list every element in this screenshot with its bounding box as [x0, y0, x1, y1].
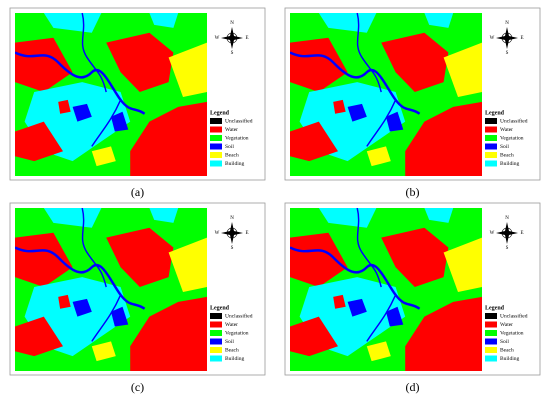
- legend-swatch: [210, 160, 222, 167]
- caption: (d): [406, 380, 420, 394]
- classified-map: [290, 208, 482, 371]
- legend-label: Unclassified: [225, 312, 253, 319]
- legend-swatch: [485, 330, 497, 336]
- compass-e: E: [245, 36, 248, 41]
- legend-title: Legend: [485, 110, 505, 116]
- legend-label: Vegetation: [225, 330, 249, 336]
- compass-n: N: [230, 21, 234, 26]
- legend-title: Legend: [210, 110, 230, 116]
- legend-swatch: [210, 321, 222, 328]
- legend-swatch: [485, 143, 497, 150]
- legend-swatch: [485, 118, 497, 124]
- classified-map: [15, 208, 207, 371]
- classified-map: [15, 13, 207, 176]
- legend-label: Water: [225, 322, 238, 328]
- legend-label: Building: [225, 161, 245, 167]
- legend-swatch: [485, 160, 497, 167]
- caption: (b): [406, 185, 420, 199]
- legend-swatch: [210, 152, 222, 158]
- compass-w: W: [215, 231, 220, 236]
- legend-label: Vegetation: [500, 330, 524, 336]
- caption: (a): [131, 185, 144, 199]
- legend-swatch: [485, 152, 497, 158]
- compass-e: E: [520, 36, 523, 41]
- legend-swatch: [485, 313, 497, 319]
- legend-swatch: [210, 126, 222, 133]
- compass-e: E: [245, 231, 248, 236]
- compass-n: N: [505, 216, 509, 221]
- compass-ring: [226, 32, 238, 44]
- classified-map: [290, 13, 482, 176]
- legend-title: Legend: [210, 305, 230, 311]
- legend-label: Water: [500, 127, 513, 133]
- legend-label: Water: [500, 322, 513, 328]
- legend-swatch: [210, 355, 222, 362]
- legend-swatch: [485, 135, 497, 141]
- legend-label: Unclassified: [500, 117, 528, 124]
- compass-ring: [226, 227, 238, 239]
- compass-s: S: [231, 246, 234, 251]
- legend-label: Unclassified: [225, 117, 253, 124]
- legend-label: Building: [500, 161, 520, 167]
- compass-s: S: [231, 51, 234, 56]
- caption: (c): [131, 380, 144, 394]
- compass-star: [221, 27, 243, 49]
- legend-label: Beach: [225, 152, 239, 158]
- legend-label: Soil: [500, 339, 509, 345]
- legend-label: Unclassified: [500, 312, 528, 319]
- legend-title: Legend: [485, 305, 505, 311]
- compass-w: W: [490, 36, 495, 41]
- legend-label: Soil: [225, 339, 234, 345]
- legend-label: Vegetation: [500, 135, 524, 141]
- legend-swatch: [485, 321, 497, 328]
- compass-star: [496, 222, 518, 244]
- compass-w: W: [490, 231, 495, 236]
- compass-ring: [501, 32, 513, 44]
- compass-e: E: [520, 231, 523, 236]
- legend-swatch: [210, 330, 222, 336]
- legend-label: Beach: [500, 152, 514, 158]
- legend-swatch: [210, 135, 222, 141]
- legend-swatch: [210, 313, 222, 319]
- compass-star: [221, 222, 243, 244]
- compass-ring: [501, 227, 513, 239]
- compass-star: [496, 27, 518, 49]
- legend-swatch: [210, 347, 222, 353]
- legend-label: Water: [225, 127, 238, 133]
- legend-label: Beach: [225, 347, 239, 353]
- legend-label: Vegetation: [225, 135, 249, 141]
- compass-s: S: [506, 51, 509, 56]
- legend-swatch: [210, 143, 222, 150]
- legend-swatch: [485, 355, 497, 362]
- legend-swatch: [210, 338, 222, 345]
- legend-swatch: [485, 126, 497, 133]
- legend-swatch: [210, 118, 222, 124]
- legend-label: Building: [500, 356, 520, 362]
- compass-n: N: [230, 216, 234, 221]
- legend-swatch: [485, 347, 497, 353]
- compass-w: W: [215, 36, 220, 41]
- compass-s: S: [506, 246, 509, 251]
- legend-swatch: [485, 338, 497, 345]
- legend-label: Soil: [500, 144, 509, 150]
- legend-label: Beach: [500, 347, 514, 353]
- legend-label: Building: [225, 356, 245, 362]
- legend-label: Soil: [225, 144, 234, 150]
- compass-n: N: [505, 21, 509, 26]
